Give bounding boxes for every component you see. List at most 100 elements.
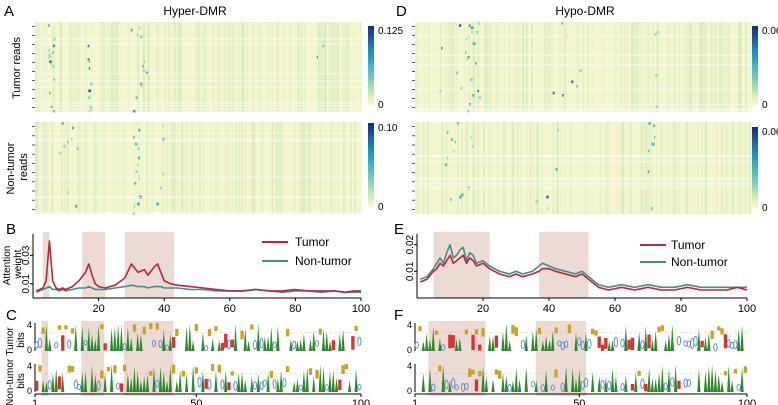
logo-hypo-base-mark	[710, 330, 714, 340]
heat-column	[241, 22, 244, 112]
colorbar-hypo-tumor: 0.06 0	[752, 26, 778, 111]
heat-cell	[133, 204, 136, 208]
logo-hypo-base-mark	[491, 336, 495, 351]
heat-band	[35, 80, 362, 82]
logo-hypo-base-mark	[624, 325, 628, 351]
heat-column	[630, 22, 633, 112]
heat-cell	[88, 67, 91, 70]
heat-cell	[651, 142, 655, 146]
logo-hyper-base-mark	[286, 366, 290, 372]
logo-tumor-bits-label: Tumor bits	[5, 324, 27, 355]
heat-column	[143, 22, 145, 112]
heat-cell	[475, 31, 479, 34]
logo-hyper-base-mark	[344, 364, 348, 370]
logo-hypo-base-mark	[604, 338, 608, 349]
logo-hyper-base-mark	[207, 328, 212, 337]
logo-hyper-base-mark	[145, 374, 150, 392]
heat-column	[90, 22, 92, 112]
heat-cell	[535, 200, 539, 203]
attention-hyper-highlight-0	[42, 232, 50, 298]
heat-column	[181, 22, 183, 112]
heat-column	[210, 122, 212, 214]
heat-column	[564, 22, 566, 112]
heat-column	[704, 22, 706, 112]
heat-column	[296, 22, 299, 112]
heat-band	[415, 155, 752, 157]
logo-hypo-base-mark	[647, 334, 651, 349]
heat-column	[282, 22, 284, 112]
logo-hypo-base-mark	[736, 383, 741, 391]
heat-column	[678, 122, 680, 214]
logo-hyper-base-mark	[259, 381, 264, 391]
logo-hyper-base-mark	[149, 323, 153, 330]
heat-cell	[138, 174, 140, 178]
logo-hypo-base-mark	[431, 327, 435, 351]
heat-column	[532, 122, 535, 214]
heat-column	[231, 22, 234, 112]
logo-hyper-base-mark	[201, 370, 205, 392]
heat-column	[741, 122, 742, 214]
logo-hyper-base-mark	[351, 336, 355, 350]
heat-column	[635, 22, 638, 112]
heat-column	[121, 122, 123, 214]
colorbar-hyper-nontumor-min-label: 0	[378, 202, 384, 213]
attention-hypo-xtick-label: 60	[609, 303, 621, 315]
colorbar-hypo-nontumor: 0.06 0	[752, 127, 778, 214]
heat-column	[606, 122, 609, 214]
heat-column	[635, 22, 637, 112]
heat-column	[100, 122, 102, 214]
heat-column	[529, 122, 532, 214]
heat-column	[487, 22, 489, 112]
logo-hyper-base-mark	[73, 379, 78, 389]
logo-hypo-base-mark	[703, 371, 708, 392]
heat-column	[689, 122, 690, 214]
heat-column	[306, 122, 308, 214]
heat-column	[148, 22, 151, 112]
heat-column	[694, 22, 697, 112]
heat-column	[497, 22, 500, 112]
logo-hypo-base-mark	[481, 328, 485, 337]
logo-hyper-base-mark	[312, 329, 316, 351]
heat-column	[241, 122, 243, 214]
attention-ylabel: Attention weight	[2, 243, 24, 285]
heat-column	[710, 22, 713, 112]
logo-hyper-base-mark	[282, 378, 287, 388]
heat-column	[748, 122, 750, 214]
heat-cell	[316, 55, 318, 59]
heat-column	[705, 122, 707, 214]
heat-column	[205, 22, 208, 112]
heat-column	[626, 22, 629, 112]
heat-column	[276, 122, 278, 214]
logo-hypo-base-mark	[607, 340, 611, 351]
heat-cell	[134, 142, 138, 146]
heat-column	[320, 22, 322, 112]
heat-column	[504, 122, 507, 214]
heat-column	[342, 22, 344, 112]
logo-hyper-base-mark	[103, 343, 107, 351]
logo-hypo-base-mark	[713, 369, 718, 392]
heat-column	[344, 22, 346, 112]
logo-hypo-base-mark	[584, 332, 588, 351]
colorbar-hyper-nontumor: 0.10 0	[368, 123, 398, 213]
heat-column	[212, 22, 215, 112]
attention-hypo-series-tumor	[419, 254, 748, 291]
logo-hypo-base-mark	[454, 384, 459, 391]
heat-column	[465, 122, 468, 214]
panel-letter-e: E	[394, 221, 404, 238]
heat-column	[277, 22, 279, 112]
heat-column	[92, 122, 95, 214]
heat-band	[415, 104, 752, 106]
logo-hypo-base-mark	[667, 368, 671, 392]
logo-hypo-base-mark	[474, 379, 479, 392]
heat-column	[111, 122, 114, 214]
heat-column	[737, 22, 739, 112]
logo-hyper-base-mark	[181, 370, 185, 377]
heat-column	[497, 122, 499, 214]
heat-cell	[654, 33, 657, 36]
legend-hyper-tumor-label: Tumor	[295, 235, 329, 249]
logo-hyper-base-mark	[256, 323, 260, 351]
heat-column	[615, 22, 617, 112]
logo-hyper-base-mark	[116, 382, 121, 390]
logo-hyper-base-mark	[230, 339, 234, 348]
heat-column	[629, 122, 632, 214]
